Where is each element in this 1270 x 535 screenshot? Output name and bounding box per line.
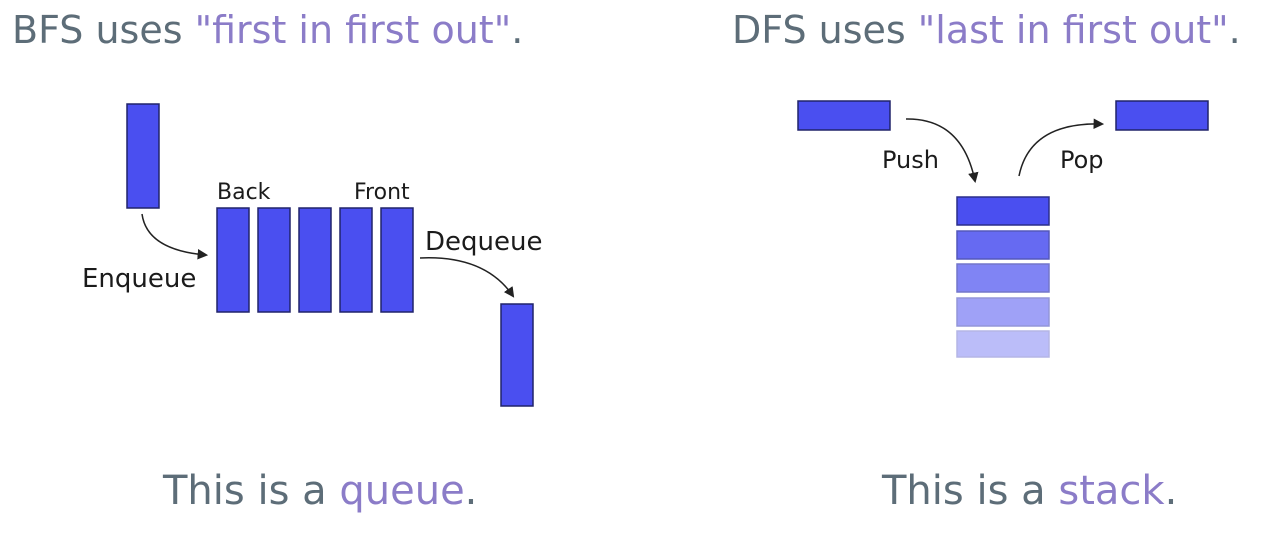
stack-caption-accent: stack (1058, 468, 1165, 514)
stack-block (956, 230, 1050, 260)
dequeue-arrow (419, 257, 515, 298)
queue-block (216, 207, 250, 313)
push-arrow (905, 118, 979, 184)
stack-caption: This is a stack. (882, 468, 1177, 514)
queue-block (339, 207, 373, 313)
front-label: Front (354, 180, 410, 205)
queue-caption: This is a queue. (163, 468, 477, 514)
stack-block (956, 330, 1050, 358)
dfs-heading-quote: "last in first out" (917, 8, 1229, 52)
queue-diagram: Back Front Enqueue Dequeue (82, 103, 542, 407)
dfs-heading: DFS uses "last in first out". (732, 8, 1241, 52)
dfs-heading-suffix: . (1228, 8, 1241, 52)
back-label: Back (217, 180, 271, 205)
bfs-heading-quote: "first in first out" (194, 8, 512, 52)
bfs-heading-prefix: BFS uses (12, 8, 195, 52)
stack-caption-suffix: . (1164, 468, 1178, 514)
stack-caption-prefix: This is a (882, 468, 1059, 514)
push-incoming-block (797, 100, 891, 131)
stack-block (956, 297, 1050, 327)
queue-block (298, 207, 332, 313)
bfs-heading: BFS uses "first in first out". (12, 8, 523, 52)
dfs-heading-prefix: DFS uses (732, 8, 918, 52)
enqueue-arrow (141, 213, 209, 260)
queue-block (380, 207, 414, 313)
pop-outgoing-block (1115, 100, 1209, 131)
stack-diagram: Push Pop (797, 100, 1209, 358)
bfs-heading-suffix: . (511, 8, 524, 52)
queue-block (257, 207, 291, 313)
stack-block (956, 263, 1050, 293)
queue-outgoing-block (500, 303, 534, 407)
push-label: Push (882, 146, 939, 174)
enqueue-label: Enqueue (82, 264, 196, 294)
stack-block (956, 196, 1050, 226)
queue-caption-accent: queue (339, 468, 465, 514)
pop-arrow (1018, 118, 1105, 177)
pop-label: Pop (1060, 146, 1104, 174)
queue-caption-prefix: This is a (163, 468, 340, 514)
queue-incoming-block (126, 103, 160, 209)
queue-caption-suffix: . (464, 468, 478, 514)
dequeue-label: Dequeue (425, 227, 542, 257)
